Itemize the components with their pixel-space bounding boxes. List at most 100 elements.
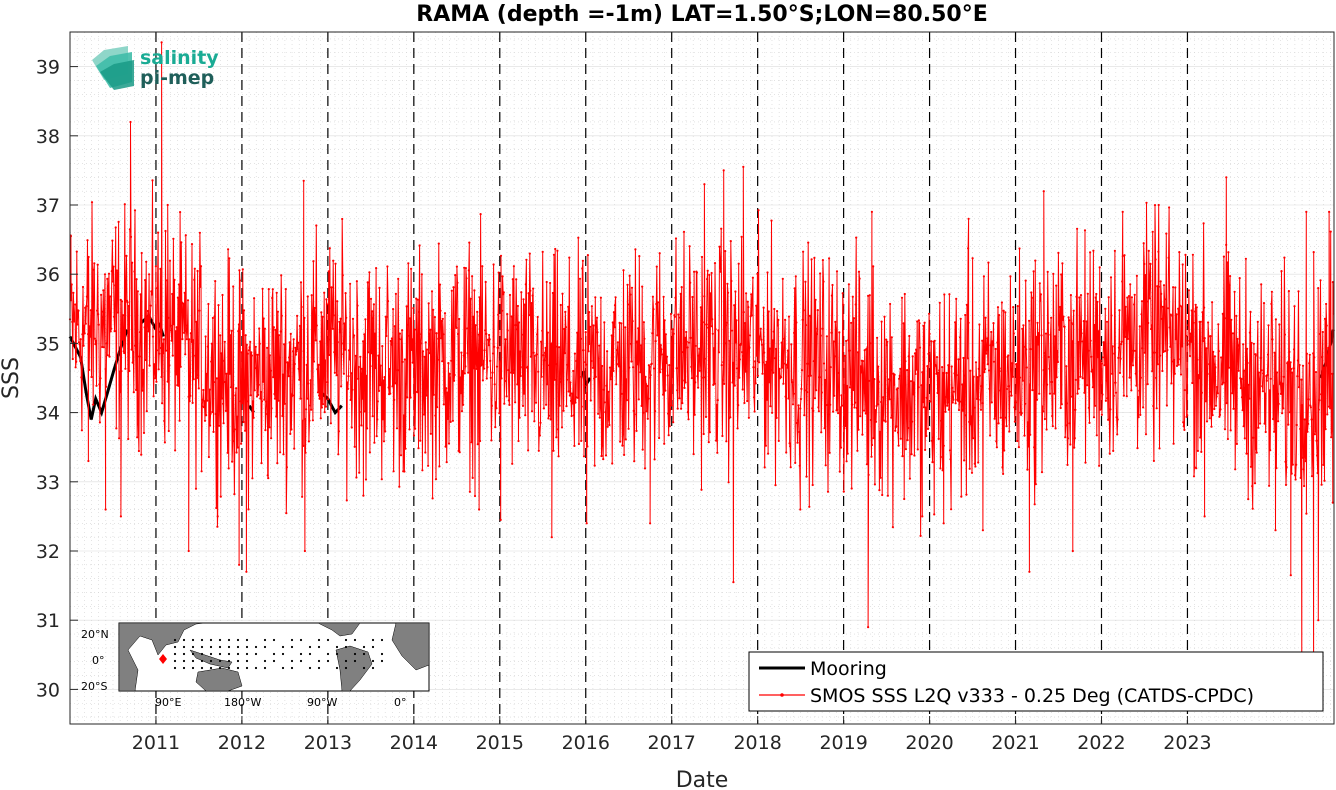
smos-sss-point	[665, 355, 669, 358]
smos-sss-point	[1016, 439, 1019, 443]
smos-sss-point	[1274, 354, 1277, 357]
smos-sss-point	[520, 291, 523, 294]
y-tick-label: 35	[36, 333, 60, 355]
smos-sss-point	[1033, 503, 1036, 506]
smos-sss-point	[541, 329, 544, 332]
smos-sss-point	[203, 400, 206, 403]
smos-sss-point	[166, 380, 169, 383]
smos-sss-point	[1016, 305, 1019, 308]
smos-sss-point	[654, 410, 657, 413]
smos-sss-point	[977, 461, 980, 464]
smos-sss-point	[1188, 343, 1191, 346]
smos-sss-point	[1157, 285, 1161, 288]
smos-sss-point	[1313, 356, 1316, 359]
smos-sss-point	[191, 401, 194, 404]
smos-sss-point	[622, 269, 625, 272]
smos-sss-point	[284, 343, 287, 346]
smos-sss-point	[424, 341, 427, 344]
smos-sss-point	[825, 369, 828, 372]
smos-sss-point	[918, 322, 921, 325]
smos-sss-point	[1225, 243, 1228, 246]
smos-sss-point	[1028, 570, 1031, 573]
smos-sss-point	[80, 429, 83, 432]
smos-sss-point	[796, 419, 800, 422]
smos-sss-point	[748, 334, 752, 337]
smos-sss-point	[328, 247, 331, 250]
smos-sss-point	[277, 334, 281, 337]
smos-sss-point	[143, 326, 146, 329]
smos-sss-point	[943, 293, 946, 296]
smos-sss-point	[401, 360, 404, 363]
smos-sss-point	[405, 383, 408, 386]
smos-sss-point	[1264, 430, 1267, 434]
smos-sss-point	[831, 283, 834, 287]
smos-sss-point	[570, 414, 573, 418]
smos-sss-point	[1279, 392, 1283, 395]
smos-sss-point	[1247, 383, 1250, 386]
smos-sss-point	[90, 375, 93, 379]
smos-sss-point	[963, 459, 966, 462]
smos-sss-point	[1223, 428, 1227, 431]
x-tick-label: 2018	[733, 732, 781, 754]
smos-sss-point	[355, 476, 358, 479]
smos-sss-point	[513, 368, 516, 372]
smos-sss-point	[574, 401, 577, 404]
smos-sss-point	[219, 334, 222, 337]
smos-sss-point	[916, 320, 919, 323]
smos-sss-point	[700, 488, 703, 491]
smos-sss-point	[1077, 387, 1080, 390]
smos-sss-point	[723, 382, 726, 385]
smos-sss-point	[929, 362, 932, 366]
smos-sss-point	[591, 366, 595, 369]
smos-sss-point	[70, 283, 73, 286]
smos-sss-point	[182, 303, 185, 306]
smos-sss-point	[491, 352, 495, 355]
smos-sss-point	[756, 272, 759, 275]
smos-sss-point	[460, 410, 464, 413]
smos-sss-point	[1028, 319, 1031, 322]
smos-sss-point	[564, 310, 567, 313]
smos-sss-point	[561, 292, 564, 295]
smos-sss-point	[786, 366, 789, 369]
smos-sss-point	[828, 257, 831, 260]
smos-sss-point	[644, 375, 647, 378]
smos-sss-point	[1253, 482, 1257, 485]
smos-sss-point	[866, 346, 869, 349]
smos-sss-point	[105, 342, 108, 345]
smos-sss-point	[1051, 414, 1054, 418]
smos-sss-point	[419, 439, 422, 442]
smos-sss-point	[686, 346, 689, 349]
inset-mooring-dot	[245, 638, 249, 642]
smos-sss-point	[793, 287, 796, 290]
smos-sss-point	[775, 416, 778, 419]
smos-sss-point	[117, 220, 120, 223]
smos-sss-point	[1100, 413, 1103, 416]
smos-sss-point	[803, 414, 806, 417]
smos-sss-point	[1071, 340, 1074, 343]
inset-mooring-dot	[209, 638, 213, 642]
smos-sss-point	[681, 402, 684, 405]
smos-sss-point	[279, 451, 282, 454]
smos-sss-point	[270, 407, 273, 410]
smos-sss-point	[1042, 190, 1045, 193]
smos-sss-point	[573, 352, 577, 355]
smos-sss-point	[893, 373, 896, 376]
smos-sss-point	[844, 424, 847, 428]
smos-sss-point	[1148, 278, 1151, 281]
smos-sss-point	[1121, 255, 1124, 258]
smos-sss-point	[938, 369, 941, 372]
smos-sss-point	[880, 400, 883, 404]
smos-sss-point	[421, 469, 424, 472]
smos-sss-point	[752, 366, 755, 369]
smos-sss-point	[161, 402, 164, 405]
smos-sss-point	[543, 351, 547, 354]
smos-sss-point	[1069, 294, 1072, 297]
x-axis-label: Date	[676, 768, 729, 790]
smos-sss-point	[1153, 204, 1157, 207]
smos-sss-point	[1149, 262, 1152, 265]
smos-sss-point	[504, 338, 507, 341]
smos-sss-point	[392, 470, 395, 473]
smos-sss-point	[376, 400, 379, 403]
smos-sss-point	[324, 405, 327, 408]
smos-sss-point	[1086, 292, 1089, 295]
